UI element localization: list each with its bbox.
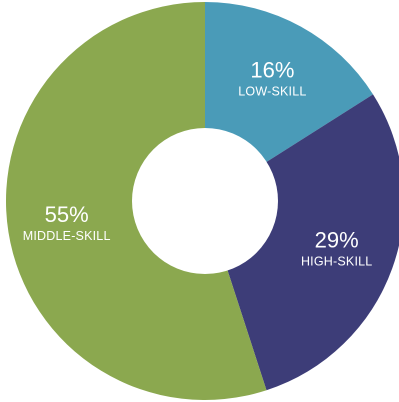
slice-label-low-skill: LOW-SKILL [238, 84, 306, 98]
slice-label-middle-skill: MIDDLE-SKILL [23, 229, 111, 243]
slice-percent-middle-skill: 55% [45, 202, 89, 227]
labels-layer: 16% LOW-SKILL 29% HIGH-SKILL 55% MIDDLE-SKILL [23, 57, 372, 268]
donut-center-hole [132, 128, 278, 274]
slice-percent-low-skill: 16% [250, 57, 294, 82]
slice-high-skill [205, 94, 399, 391]
slice-percent-high-skill: 29% [315, 227, 359, 252]
slice-label-high-skill: HIGH-SKILL [301, 254, 372, 268]
